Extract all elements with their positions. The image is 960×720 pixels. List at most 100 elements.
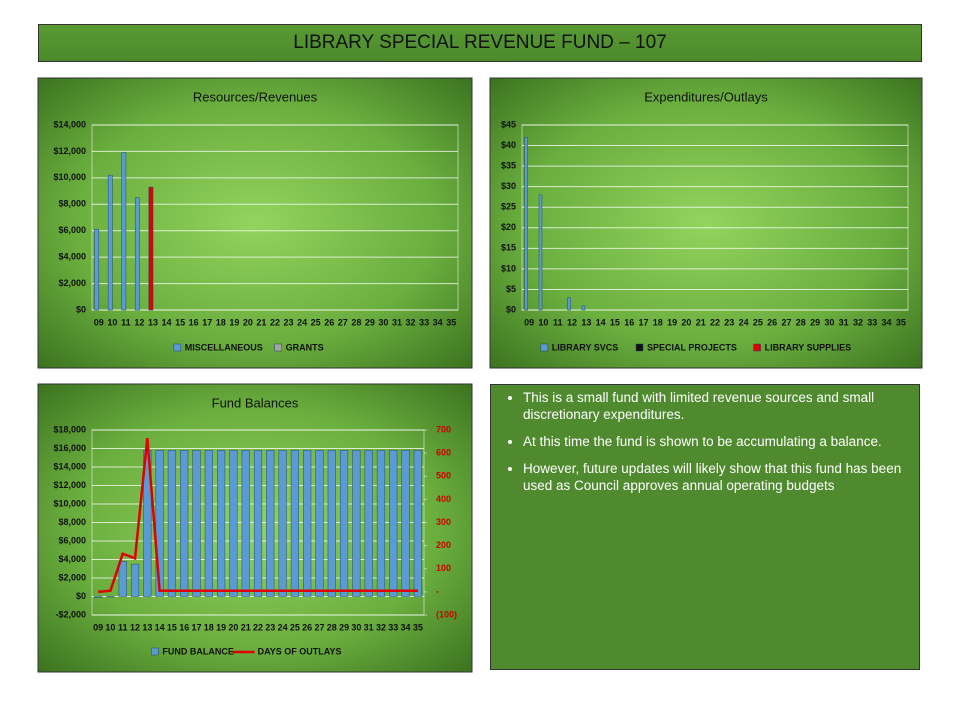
legend-swatch: [635, 343, 644, 352]
x-tick-label: 13: [581, 317, 591, 327]
bar: [107, 174, 113, 311]
bar: [167, 450, 177, 597]
legend-label: SPECIAL PROJECTS: [647, 342, 737, 352]
bar: [155, 450, 164, 597]
y-tick-label: $12,000: [53, 146, 86, 156]
x-tick-label: 32: [406, 317, 416, 327]
x-tick-label: 26: [324, 317, 334, 327]
y-tick-label: $12,000: [53, 480, 86, 490]
x-tick-label: 16: [189, 317, 199, 327]
x-tick-label: 28: [327, 622, 337, 632]
bar: [106, 596, 115, 598]
bar: [524, 137, 528, 311]
bar: [327, 450, 336, 597]
line: [98, 437, 418, 594]
y-tick-label: $10,000: [53, 172, 86, 182]
x-tick-label: 12: [134, 317, 144, 327]
x-tick-label: 15: [175, 317, 185, 327]
y-tick-label: $15: [501, 243, 516, 253]
y2-tick-label: 500: [436, 471, 451, 481]
x-tick-label: 27: [338, 317, 348, 327]
x-tick-label: 11: [118, 622, 128, 632]
x-tick-label: 19: [667, 317, 677, 327]
x-tick-label: 24: [278, 622, 288, 632]
bar: [290, 450, 300, 597]
x-tick-label: 17: [192, 622, 202, 632]
y-tick-label: $10: [501, 263, 516, 273]
legend-swatch: [540, 343, 549, 352]
x-tick-label: 34: [882, 317, 892, 327]
x-tick-label: 18: [653, 317, 663, 327]
y-tick-label: $4,000: [58, 554, 86, 564]
x-tick-label: 20: [243, 317, 253, 327]
bar: [389, 450, 398, 597]
y2-tick-label: 300: [436, 517, 451, 527]
y-tick-label: $2,000: [58, 572, 86, 582]
x-tick-label: 35: [413, 622, 423, 632]
x-tick-label: 15: [610, 317, 620, 327]
x-tick-label: 29: [339, 622, 349, 632]
y-tick-label: $8,000: [58, 517, 86, 527]
bar: [581, 305, 586, 311]
x-tick-label: 34: [433, 317, 443, 327]
y-tick-label: $14,000: [53, 119, 86, 129]
bar: [413, 450, 422, 597]
y-tick-label: $0: [76, 304, 86, 314]
x-tick-label: 22: [253, 622, 263, 632]
y-tick-label: $8,000: [58, 199, 86, 209]
y-tick-label: $6,000: [58, 225, 86, 235]
legend-label: MISCELLANEOUS: [185, 342, 263, 352]
x-tick-label: 19: [216, 622, 226, 632]
bar: [148, 186, 154, 311]
bar: [192, 450, 201, 597]
bar: [352, 450, 361, 597]
legend-swatch: [173, 343, 182, 352]
bar: [266, 450, 275, 597]
bar: [303, 450, 312, 597]
x-tick-label: 23: [284, 317, 294, 327]
chart-title: Resources/Revenues: [193, 89, 318, 104]
x-tick-label: 30: [378, 317, 388, 327]
y2-tick-label: 700: [436, 424, 451, 434]
bullet: However, future updates will likely show…: [523, 460, 907, 494]
x-tick-label: 21: [241, 622, 251, 632]
x-tick-label: 09: [93, 622, 103, 632]
x-tick-label: 31: [839, 317, 849, 327]
y-tick-label: $35: [501, 160, 516, 170]
y2-tick-label: 200: [436, 540, 451, 550]
x-tick-label: 21: [696, 317, 706, 327]
x-tick-label: 24: [739, 317, 749, 327]
x-tick-label: 29: [365, 317, 375, 327]
chart-title: Expenditures/Outlays: [644, 89, 768, 104]
chart-panel: [489, 77, 923, 369]
x-tick-label: 30: [824, 317, 834, 327]
x-tick-label: 28: [796, 317, 806, 327]
x-tick-label: 14: [596, 317, 606, 327]
x-tick-label: 31: [364, 622, 374, 632]
notes-box: This is a small fund with limited revenu…: [490, 384, 920, 670]
x-tick-label: 23: [265, 622, 275, 632]
x-tick-label: 13: [148, 317, 158, 327]
x-tick-label: 17: [639, 317, 649, 327]
x-tick-label: 16: [624, 317, 634, 327]
y-tick-label: $45: [501, 119, 516, 129]
x-tick-label: 10: [105, 622, 115, 632]
x-tick-label: 16: [179, 622, 189, 632]
chart-title: Fund Balances: [212, 395, 299, 410]
bullet: This is a small fund with limited revenu…: [523, 389, 907, 423]
y2-tick-label: -: [436, 586, 439, 596]
y2-tick-label: (100): [436, 609, 457, 619]
y-tick-label: -$2,000: [55, 609, 86, 619]
x-tick-label: 17: [202, 317, 212, 327]
x-tick-label: 15: [167, 622, 177, 632]
x-tick-label: 24: [297, 317, 307, 327]
y-tick-label: $5: [506, 284, 516, 294]
x-tick-label: 34: [401, 622, 411, 632]
y-tick-label: $40: [501, 140, 516, 150]
y-tick-label: $2,000: [58, 278, 86, 288]
x-tick-label: 18: [216, 317, 226, 327]
bar: [229, 450, 238, 597]
bar: [253, 450, 263, 597]
